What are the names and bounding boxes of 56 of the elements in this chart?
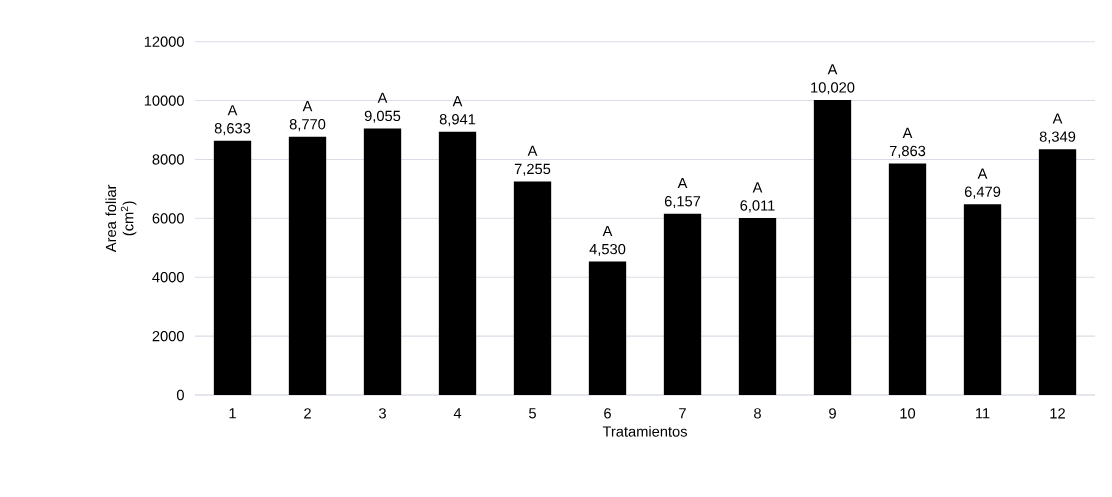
y-tick-label: 6000	[152, 213, 184, 224]
annotation: A	[827, 64, 838, 75]
data-label: 7,863	[889, 145, 926, 158]
bar	[738, 218, 777, 395]
annotation: A	[377, 92, 388, 103]
data-label: 8,349	[1039, 131, 1076, 144]
annotation: A	[602, 225, 613, 237]
x-tick-label: 2	[304, 408, 311, 419]
x-tick-label: 10	[900, 408, 916, 419]
data-label: 8,941	[439, 114, 476, 127]
y-tick-label: 8000	[152, 154, 184, 165]
x-tick-label: 5	[529, 408, 536, 419]
data-label: 4,530	[589, 243, 626, 257]
annotation: A	[1052, 113, 1063, 124]
data-label: 6,011	[740, 200, 775, 213]
data-label: 6,479	[964, 186, 1001, 199]
x-tick-label: 9	[829, 408, 836, 419]
bar	[663, 213, 702, 395]
bar	[813, 99, 852, 395]
data-label: 6,157	[664, 196, 701, 209]
x-tick-label: 7	[679, 408, 686, 419]
x-tick-label: 12	[1050, 408, 1065, 419]
bar	[513, 181, 552, 395]
bar	[888, 163, 927, 395]
y-tick-label: 12000	[144, 36, 184, 47]
bar	[588, 261, 627, 395]
x-tick-label: 3	[378, 408, 386, 419]
x-tick-label: 4	[453, 408, 462, 419]
y-tick-label: 10000	[144, 95, 184, 106]
x-tick-label: 6	[604, 408, 611, 419]
bar	[288, 136, 327, 395]
annotation: A	[302, 101, 313, 112]
y-tick-label: 4000	[152, 272, 184, 283]
data-label: 10,020	[811, 82, 855, 95]
data-label: 7,255	[514, 163, 551, 176]
data-label: 9,055	[364, 110, 401, 123]
annotation: A	[527, 145, 538, 156]
bar	[963, 204, 1002, 395]
x-axis-title: Tratamientos	[602, 425, 687, 437]
data-label: 8,633	[214, 123, 251, 136]
annotation: A	[227, 105, 238, 116]
data-label: 8,770	[289, 119, 326, 132]
y-tick-label: 0	[176, 389, 184, 401]
annotation: A	[452, 96, 463, 107]
bar	[213, 140, 252, 395]
x-tick-label: 8	[754, 408, 761, 419]
x-tick-label: 1	[229, 408, 236, 419]
annotation: A	[752, 182, 763, 193]
bar	[438, 131, 477, 395]
x-tick-label: 11	[976, 408, 990, 419]
bar	[363, 128, 402, 395]
bar	[1038, 149, 1077, 395]
annotation: A	[902, 127, 913, 138]
annotation: A	[977, 168, 988, 179]
annotation: A	[677, 178, 688, 189]
y-tick-label: 2000	[152, 330, 184, 342]
